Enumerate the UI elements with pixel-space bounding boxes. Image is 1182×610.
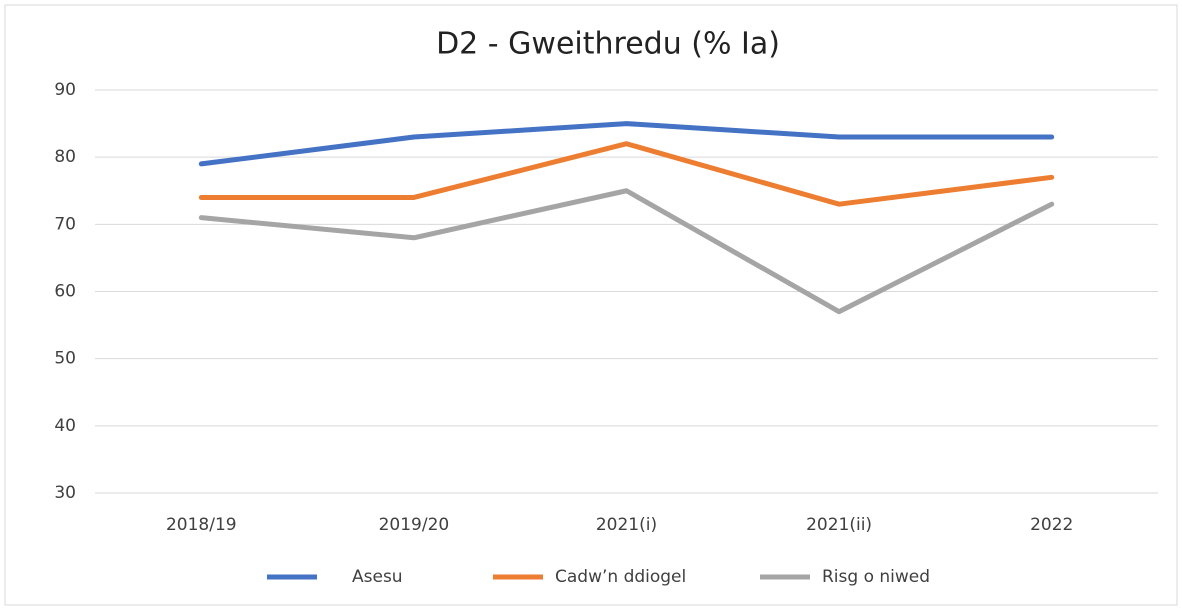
series-line bbox=[198, 188, 1055, 315]
y-tick-label: 40 bbox=[54, 416, 76, 436]
y-tick-label: 50 bbox=[54, 349, 76, 369]
chart-title: D2 - Gweithredu (% Ia) bbox=[436, 27, 780, 62]
legend-label: Risg o niwed bbox=[822, 567, 930, 587]
legend-label: Asesu bbox=[352, 567, 403, 587]
x-tick-label: 2021(ii) bbox=[806, 515, 872, 535]
y-tick-label: 70 bbox=[54, 214, 76, 234]
y-tick-label: 90 bbox=[54, 80, 76, 100]
x-tick-label: 2018/19 bbox=[166, 515, 237, 535]
series-line bbox=[198, 121, 1055, 167]
x-tick-label: 2021(i) bbox=[596, 515, 657, 535]
y-tick-label: 60 bbox=[54, 282, 76, 302]
x-tick-label: 2022 bbox=[1030, 515, 1073, 535]
x-tick-label: 2019/20 bbox=[379, 515, 450, 535]
chart-border bbox=[4, 4, 1178, 606]
y-tick-label: 80 bbox=[54, 147, 76, 167]
y-tick-label: 30 bbox=[54, 483, 76, 503]
series-line bbox=[198, 141, 1055, 207]
legend-label: Cadw’n ddiogel bbox=[555, 567, 686, 587]
